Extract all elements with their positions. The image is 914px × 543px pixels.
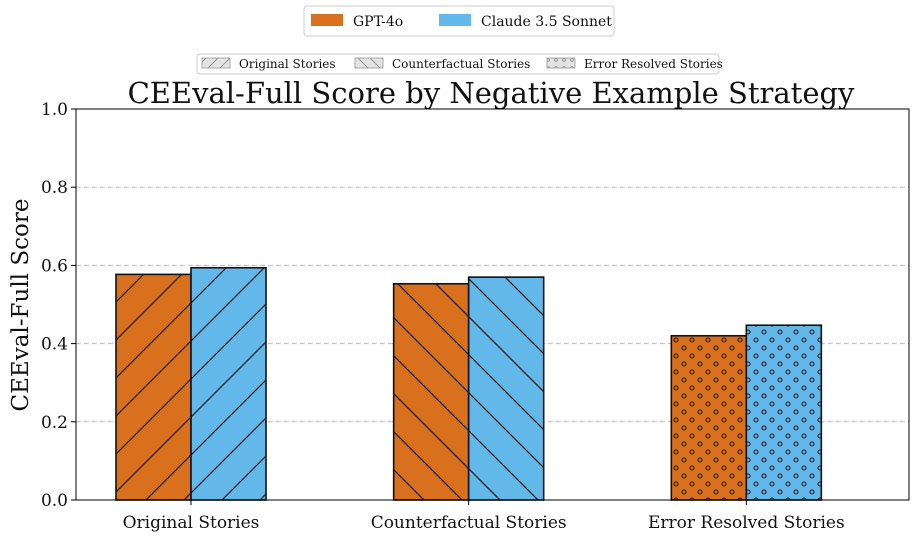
bar-claude-2 (745, 324, 823, 501)
chart-title: CEEval-Full Score by Negative Example St… (128, 76, 855, 110)
x-tick-label: Error Resolved Stories (648, 513, 845, 533)
bar-hatch (116, 274, 191, 500)
y-tick-label: 0.8 (41, 178, 68, 198)
y-axis-label: CEEval-Full Score (8, 199, 34, 412)
legend-label-claude: Claude 3.5 Sonnet (481, 14, 612, 30)
bar-claude-1 (467, 276, 545, 501)
y-tick-label: 1.0 (41, 100, 68, 120)
x-tick-label: Counterfactual Stories (371, 513, 567, 533)
ticks: 0.0 0.2 0.4 0.6 0.8 1.0 Original Stories Counte… (41, 100, 845, 533)
y-tick-label: 0.2 (41, 413, 68, 433)
legend-label-gpt4o: GPT-4o (353, 14, 403, 30)
bar-hatch (393, 283, 469, 500)
bar-hatch (671, 335, 747, 500)
bars (115, 266, 823, 501)
bar-hatch (746, 325, 822, 500)
legend-swatch-claude (439, 14, 471, 26)
bar-hatch (191, 267, 266, 500)
legend-strategies: Original Stories Counterfactual Stories … (196, 53, 723, 75)
bar-gpt4o-1 (392, 282, 470, 501)
plot-frame (75, 108, 910, 501)
legend-label-counterfactual: Counterfactual Stories (392, 57, 530, 71)
bar-claude-0 (190, 266, 267, 501)
legend-label-error-resolved: Error Resolved Stories (584, 57, 723, 71)
y-tick-label: 0.6 (41, 256, 68, 276)
bar-hatch (468, 277, 544, 500)
x-tick-label: Original Stories (123, 513, 260, 533)
bar-gpt4o-2 (670, 334, 748, 501)
y-tick-label: 0.4 (41, 335, 68, 355)
legend-models: GPT-4o Claude 3.5 Sonnet (303, 5, 615, 37)
y-tick-label: 0.0 (41, 491, 68, 511)
legend-swatch-gpt4o (311, 14, 343, 26)
bar-gpt4o-0 (115, 273, 192, 501)
legend-label-original: Original Stories (239, 57, 336, 71)
